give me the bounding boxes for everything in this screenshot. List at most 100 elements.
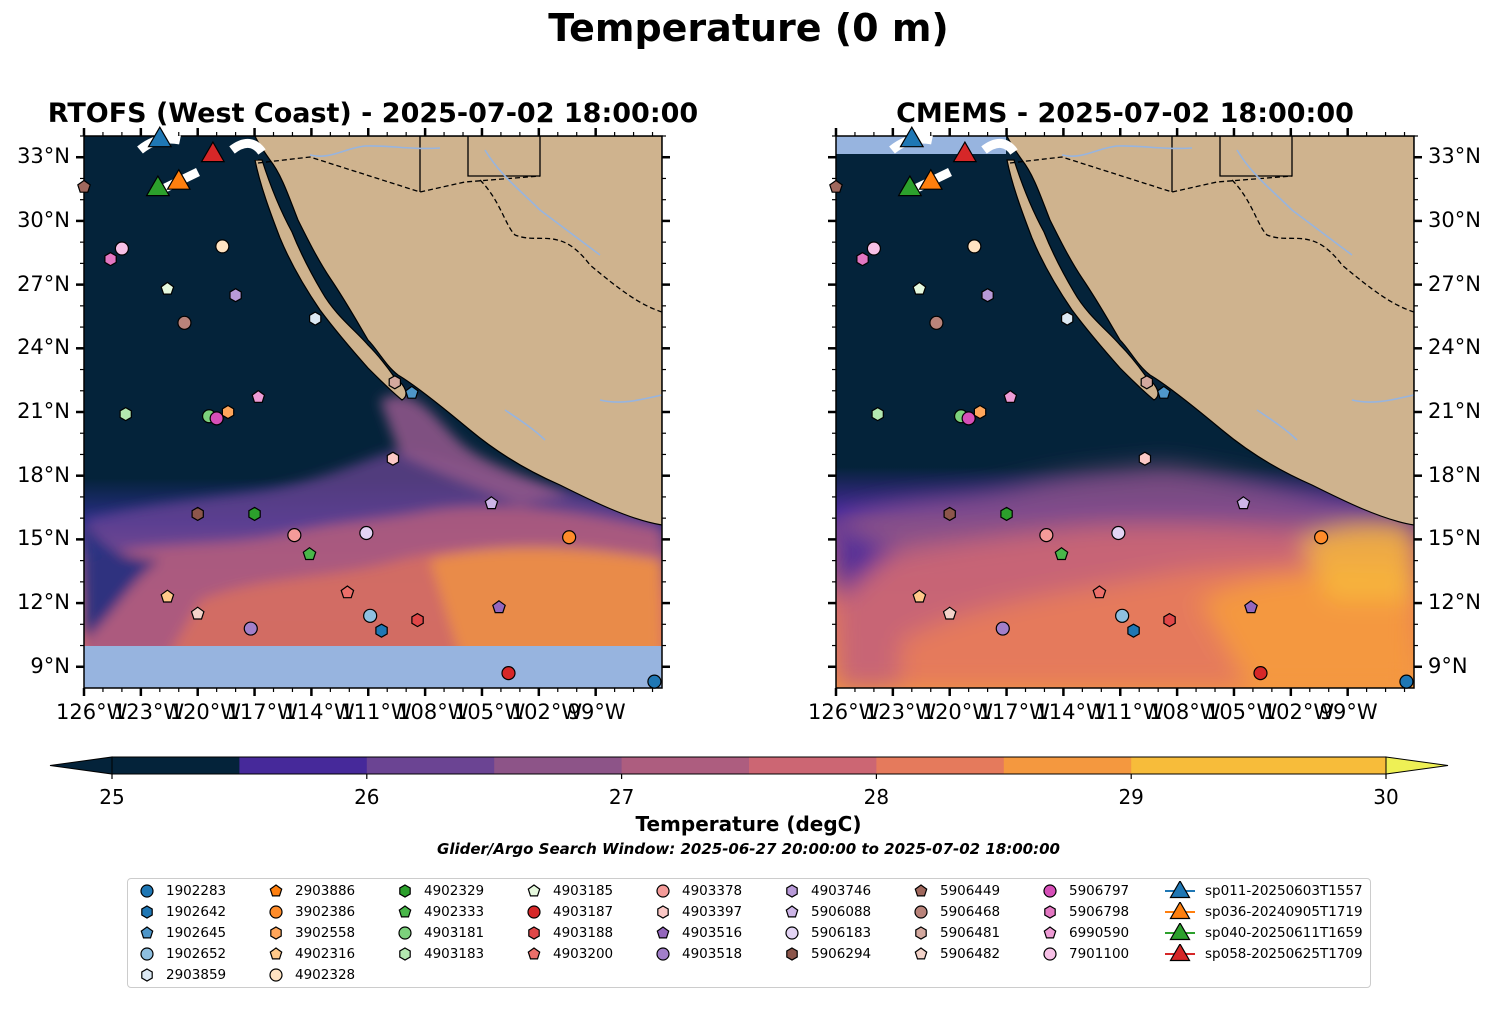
legend-label: 4903185	[553, 883, 614, 899]
legend-item: sp040-20250611T1659	[1165, 923, 1363, 943]
legend-item: 5906798	[1041, 902, 1129, 922]
legend-symbol	[269, 905, 283, 919]
legend-symbol	[269, 884, 283, 897]
marker-4903200	[340, 585, 355, 599]
legend-item: 5906183	[783, 923, 871, 943]
marker-4902316	[912, 589, 927, 603]
legend-marker-hexagon	[786, 947, 798, 961]
panel-title-cmems: CMEMS - 2025-07-02 18:00:00	[896, 98, 1354, 129]
legend-item: 1902645	[138, 923, 226, 943]
marker-4903397	[1138, 451, 1152, 466]
legend-label: 4903397	[682, 904, 743, 920]
legend-marker-circle	[1043, 947, 1057, 961]
marker-3902386	[1314, 530, 1329, 545]
legend-symbol	[1044, 905, 1056, 919]
legend-label: sp011-20250603T1557	[1205, 883, 1363, 899]
lon-tick-label: 120°W	[921, 700, 994, 724]
lat-tick-label: 18°N	[17, 462, 70, 487]
legend-marker-pentagon	[785, 905, 799, 918]
legend-symbol	[140, 947, 154, 961]
lat-tick-label: 9°N	[1428, 653, 1468, 678]
marker-5906183	[1111, 525, 1126, 541]
legend-marker-circle	[656, 947, 670, 961]
legend-marker-circle	[398, 926, 412, 940]
legend-marker-triangle	[1165, 944, 1195, 962]
legend-item: 5906449	[912, 881, 1000, 901]
legend-marker-circle	[269, 968, 283, 982]
legend-label: 5906482	[940, 946, 1001, 962]
legend-label: 5906468	[940, 904, 1001, 920]
legend-item: 1902283	[138, 881, 226, 901]
legend-label: 4903187	[553, 904, 614, 920]
marker-4903185	[160, 281, 175, 295]
legend-item: 5906088	[783, 902, 871, 922]
legend-symbol	[786, 947, 798, 961]
legend-symbol	[398, 926, 412, 940]
lon-tick-label: 111°W	[1092, 700, 1164, 724]
colorbar-segment	[1258, 757, 1387, 774]
legend-label: 4903188	[553, 925, 614, 941]
lat-tick-label: 18°N	[1428, 462, 1481, 487]
marker-5906798	[856, 251, 869, 267]
marker-sp036-20240905T1719	[918, 168, 944, 190]
lon-tick-label: 99°W	[567, 700, 626, 724]
marker-1902283	[1399, 674, 1414, 689]
legend-marker-circle	[140, 884, 154, 898]
legend-label: 5906449	[940, 883, 1001, 899]
legend-marker-pentagon	[656, 926, 670, 939]
marker-1902283	[647, 674, 662, 689]
marker-2903859	[1060, 311, 1074, 326]
observation-markers-rtofs	[77, 126, 662, 689]
colorbar-segment	[1131, 757, 1260, 774]
marker-4903397	[386, 451, 400, 466]
lon-tick-label: 114°W	[283, 700, 355, 724]
marker-4902328	[215, 239, 230, 254]
lat-tick-label: 12°N	[1428, 590, 1481, 615]
marker-4903516	[492, 600, 506, 614]
legend-symbol	[786, 884, 798, 898]
marker-5906468	[177, 315, 192, 330]
legend-marker-pentagon	[269, 947, 283, 960]
lat-tick-label: 33°N	[1428, 144, 1481, 169]
legend-label: 4903181	[424, 925, 485, 941]
marker-1902645	[1156, 385, 1171, 399]
marker-5906482	[942, 606, 957, 620]
legend-symbol	[657, 905, 669, 919]
legend-symbol	[1043, 884, 1057, 898]
legend-symbol	[398, 905, 412, 918]
legend-symbol	[527, 905, 541, 919]
legend-item: sp058-20250625T1709	[1165, 944, 1363, 964]
marker-7901100	[866, 241, 882, 256]
legend-symbol	[270, 926, 282, 940]
legend-label: 5906797	[1069, 883, 1130, 899]
marker-3902558	[973, 404, 987, 420]
legend-marker-hexagon	[657, 905, 669, 919]
legend-item: 4903188	[525, 923, 613, 943]
legend-item: sp036-20240905T1719	[1165, 902, 1363, 922]
legend-item: 4903187	[525, 902, 613, 922]
legend-item: 3902558	[267, 923, 355, 943]
legend-item: 2903859	[138, 965, 226, 985]
marker-sp011-20250603T1557	[899, 126, 925, 148]
lat-tick-label: 12°N	[17, 590, 70, 615]
legend-label: 6990590	[1069, 925, 1130, 941]
colorbar-extend-low	[49, 756, 113, 775]
lon-tick-label: 117°W	[226, 700, 298, 724]
legend-marker-hexagon	[399, 884, 411, 898]
lon-tick-label: 105°W	[1205, 700, 1278, 724]
legend-marker-hexagon	[270, 926, 282, 940]
legend-symbol	[1169, 944, 1191, 962]
legend-symbol	[527, 947, 541, 960]
legend-label: 5906294	[811, 946, 872, 962]
lat-tick-label: 15°N	[1428, 526, 1481, 551]
legend-symbol	[140, 884, 154, 898]
legend-item: 5906294	[783, 944, 871, 964]
legend-symbol	[785, 905, 799, 918]
legend-item: 5906481	[912, 923, 1000, 943]
legend-label: 1902283	[166, 883, 227, 899]
legend-label: 4902333	[424, 904, 485, 920]
legend-label: 4902316	[295, 946, 356, 962]
legend-marker-triangle	[1165, 902, 1195, 920]
marker-4903187	[501, 666, 516, 681]
legend-marker-pentagon	[1043, 926, 1057, 939]
